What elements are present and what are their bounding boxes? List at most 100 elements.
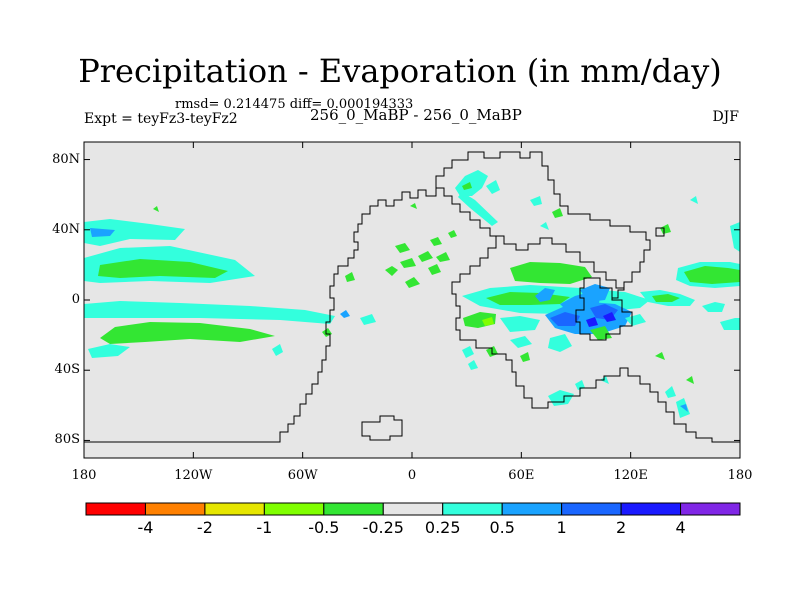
colorbar-box: [620, 502, 682, 516]
x-tick-label: 120E: [613, 468, 648, 483]
colorbar-box: [85, 502, 146, 516]
colorbar-box: [382, 502, 444, 516]
contour-region: [482, 317, 494, 326]
contour-region: [428, 264, 441, 275]
y-tick-label: 80N: [52, 151, 80, 167]
colorbar-level-label: -0.25: [362, 518, 404, 537]
contour-region: [340, 310, 350, 318]
axis-ticks: [83, 142, 741, 458]
contour-region: [360, 314, 376, 325]
colorbar-level-label: -2: [196, 518, 213, 537]
contour-region: [520, 352, 530, 362]
contour-region: [88, 344, 130, 358]
colorbar-box: [144, 502, 206, 516]
colorbar-level-label: 0.25: [424, 518, 461, 537]
contour-region: [90, 228, 115, 237]
x-tick-label: 180: [71, 468, 97, 483]
contour-region: [535, 288, 555, 302]
coastline: [435, 151, 651, 299]
contour-region: [586, 317, 598, 327]
colorbar-level-label: 0.5: [489, 518, 515, 537]
colorbar-level-label: -1: [256, 518, 273, 537]
contour-region: [84, 219, 185, 246]
colorbar-box: [263, 502, 325, 516]
y-tick-label: 80S: [54, 432, 80, 448]
contour-region: [153, 206, 159, 212]
colorbar: [85, 502, 741, 516]
x-tick-label: 60E: [508, 468, 535, 483]
colorbar-level-label: -4: [137, 518, 154, 537]
colorbar-box: [561, 502, 622, 516]
contour-region: [462, 346, 474, 358]
contour-region: [665, 386, 676, 398]
x-tick-label: 60W: [287, 468, 318, 483]
coastline: [496, 235, 624, 289]
contour-region: [655, 352, 665, 360]
contour-region: [652, 294, 680, 302]
case-label: 256_0_MaBP - 256_0_MaBP: [310, 106, 522, 124]
contour-region: [680, 404, 688, 412]
contour-region: [395, 243, 410, 253]
colorbar-level-label: -0.5: [308, 518, 340, 537]
contour-region: [410, 203, 417, 209]
contour-region: [455, 170, 488, 196]
stats-label: rmsd= 0.214475 diff= 0.000194333: [175, 97, 414, 112]
contour-region: [400, 258, 416, 268]
contour-region: [603, 312, 616, 322]
contour-region: [500, 316, 540, 332]
coastline: [575, 277, 633, 341]
contour-region: [448, 230, 457, 238]
plot-title: Precipitation - Evaporation (in mm/day): [78, 52, 722, 90]
contour-region: [486, 180, 500, 194]
coastline: [361, 415, 403, 441]
contour-region: [625, 314, 646, 326]
contour-region: [510, 336, 532, 348]
contour-region: [720, 318, 740, 330]
coastline: [655, 227, 665, 237]
colorbar-box: [204, 502, 265, 516]
y-tick-label: 40N: [52, 221, 80, 237]
contour-region: [100, 322, 275, 344]
colorbar-level-label: 4: [675, 518, 686, 537]
contour-region: [385, 266, 398, 276]
contour-region: [84, 301, 335, 324]
contour-region: [405, 277, 420, 288]
contour-region: [660, 224, 671, 234]
contour-region: [552, 208, 563, 218]
contour-region: [468, 360, 478, 370]
contour-region: [686, 376, 694, 384]
contour-region: [530, 196, 542, 206]
colorbar-level-label: 2: [615, 518, 627, 537]
colorbar-box: [501, 502, 563, 516]
coastline-layer: [84, 151, 740, 443]
colorbar-box: [442, 502, 503, 516]
contour-fill-layer: [84, 170, 740, 418]
contour-region: [550, 312, 580, 326]
contour-region: [458, 192, 498, 226]
contour-region: [702, 302, 725, 312]
contour-region: [345, 272, 355, 282]
contour-region: [540, 222, 549, 230]
contour-region: [98, 259, 228, 278]
x-tick-label: 120W: [174, 468, 213, 483]
contour-region: [436, 252, 450, 262]
contour-region: [684, 266, 740, 284]
colorbar-box: [323, 502, 384, 516]
coastline: [84, 187, 740, 443]
experiment-label: Expt = teyFz3-teyFz2: [84, 111, 238, 127]
contour-region: [430, 237, 442, 246]
season-label: DJF: [712, 109, 739, 125]
x-tick-label: 180: [727, 468, 753, 483]
y-tick-label: 40S: [54, 362, 80, 378]
contour-region: [690, 196, 698, 204]
contour-region: [462, 182, 472, 190]
colorbar-level-label: 1: [556, 518, 567, 537]
contour-region: [272, 344, 283, 356]
contour-region: [510, 262, 592, 284]
colorbar-box: [680, 502, 741, 516]
y-tick-label: 0: [71, 292, 80, 307]
contour-region: [418, 251, 433, 262]
contour-region: [548, 334, 572, 352]
